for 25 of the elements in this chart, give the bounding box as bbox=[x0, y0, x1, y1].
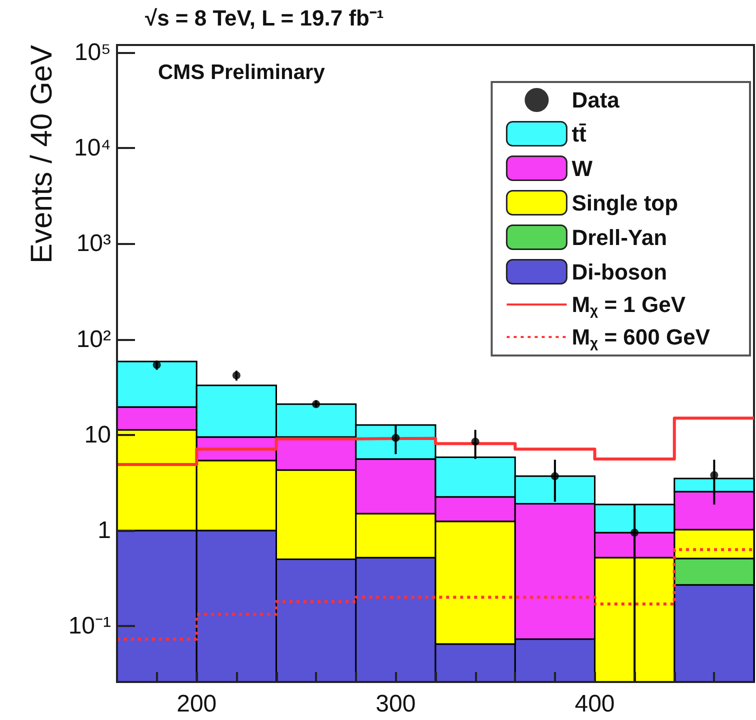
point bbox=[232, 371, 240, 380]
x-tick-label: 400 bbox=[574, 690, 615, 718]
point bbox=[630, 528, 639, 537]
y-tick-label: 10⁻¹ bbox=[68, 612, 112, 640]
y-tick-label: 10⁴ bbox=[74, 134, 111, 162]
x-tick-label: 200 bbox=[176, 690, 217, 718]
annotation: CMS Preliminary bbox=[158, 61, 326, 84]
y-tick-label: 10² bbox=[76, 326, 112, 353]
legend-label: Drell-Yan bbox=[572, 224, 668, 250]
point bbox=[471, 438, 480, 446]
y-tick-label: 10 bbox=[84, 421, 111, 448]
point bbox=[550, 472, 559, 480]
x-tick-label: 300 bbox=[376, 690, 416, 718]
legend-label: Di-boson bbox=[572, 259, 668, 284]
legend-label: W bbox=[572, 156, 593, 181]
legend-label: Data bbox=[572, 88, 620, 112]
y-tick-label: 10³ bbox=[76, 230, 112, 258]
y-axis-title: Events / 40 GeV bbox=[26, 45, 58, 264]
point bbox=[392, 434, 400, 442]
point bbox=[312, 400, 320, 408]
legend-label: Single top bbox=[572, 190, 678, 216]
y-tick-label: 10⁵ bbox=[74, 39, 111, 66]
chart-title: √s = 8 TeV, L = 19.7 fb⁻¹ bbox=[145, 6, 384, 30]
legend-label: tt̄ bbox=[572, 121, 588, 146]
y-tick-label: 1 bbox=[98, 516, 111, 544]
